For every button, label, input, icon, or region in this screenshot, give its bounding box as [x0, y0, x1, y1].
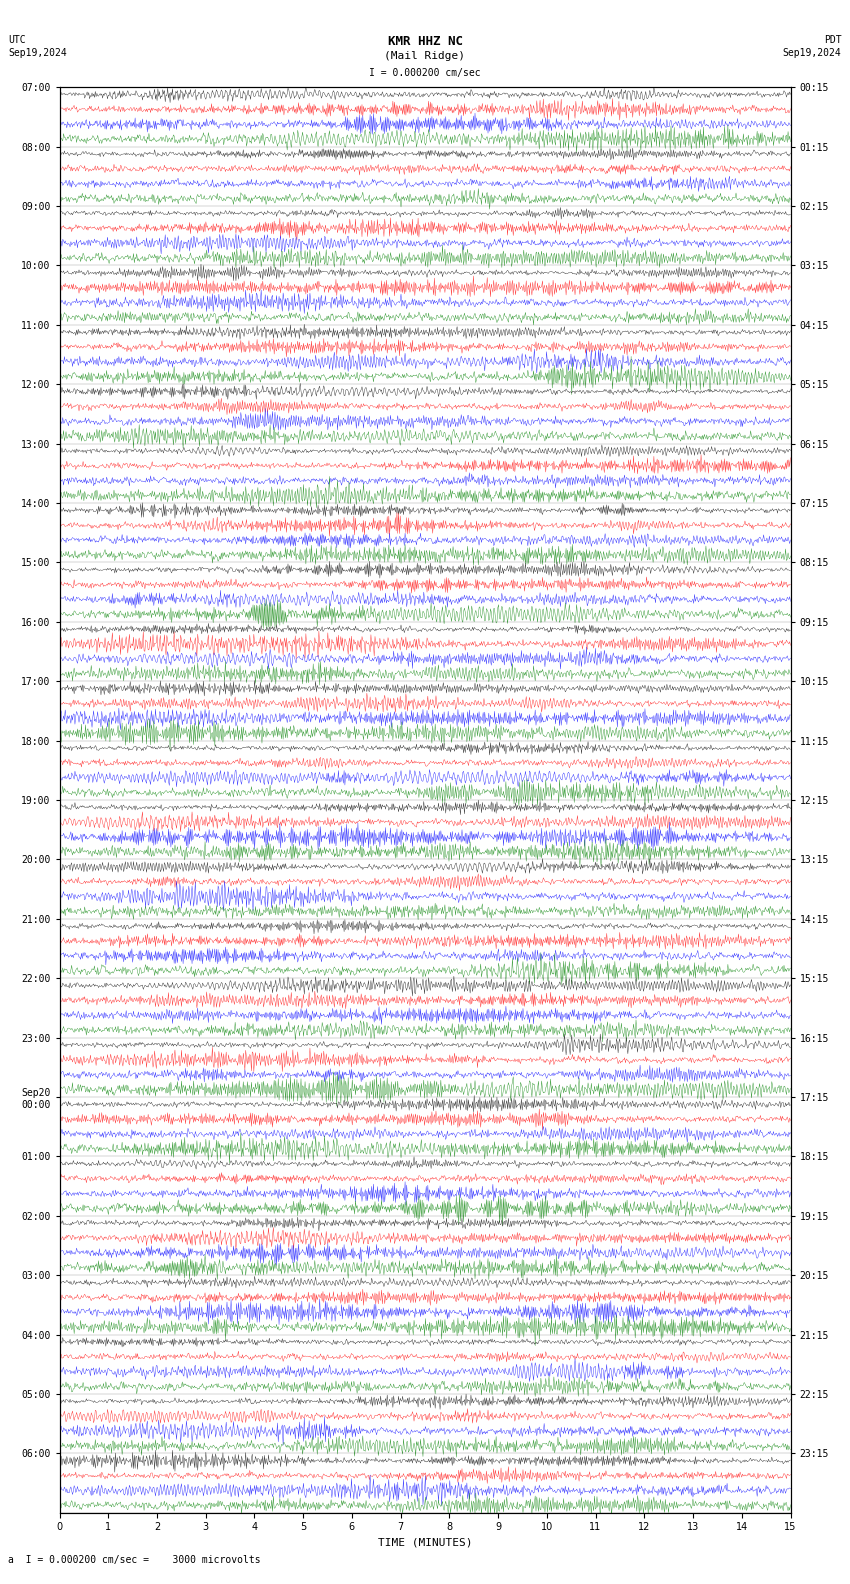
Text: a  I = 0.000200 cm/sec =    3000 microvolts: a I = 0.000200 cm/sec = 3000 microvolts: [8, 1555, 261, 1565]
Text: KMR HHZ NC: KMR HHZ NC: [388, 35, 462, 48]
Text: Sep19,2024: Sep19,2024: [8, 48, 67, 57]
Text: PDT: PDT: [824, 35, 842, 44]
Text: I = 0.000200 cm/sec: I = 0.000200 cm/sec: [369, 68, 481, 78]
Text: (Mail Ridge): (Mail Ridge): [384, 51, 466, 60]
X-axis label: TIME (MINUTES): TIME (MINUTES): [377, 1538, 473, 1548]
Text: UTC: UTC: [8, 35, 26, 44]
Text: Sep19,2024: Sep19,2024: [783, 48, 842, 57]
